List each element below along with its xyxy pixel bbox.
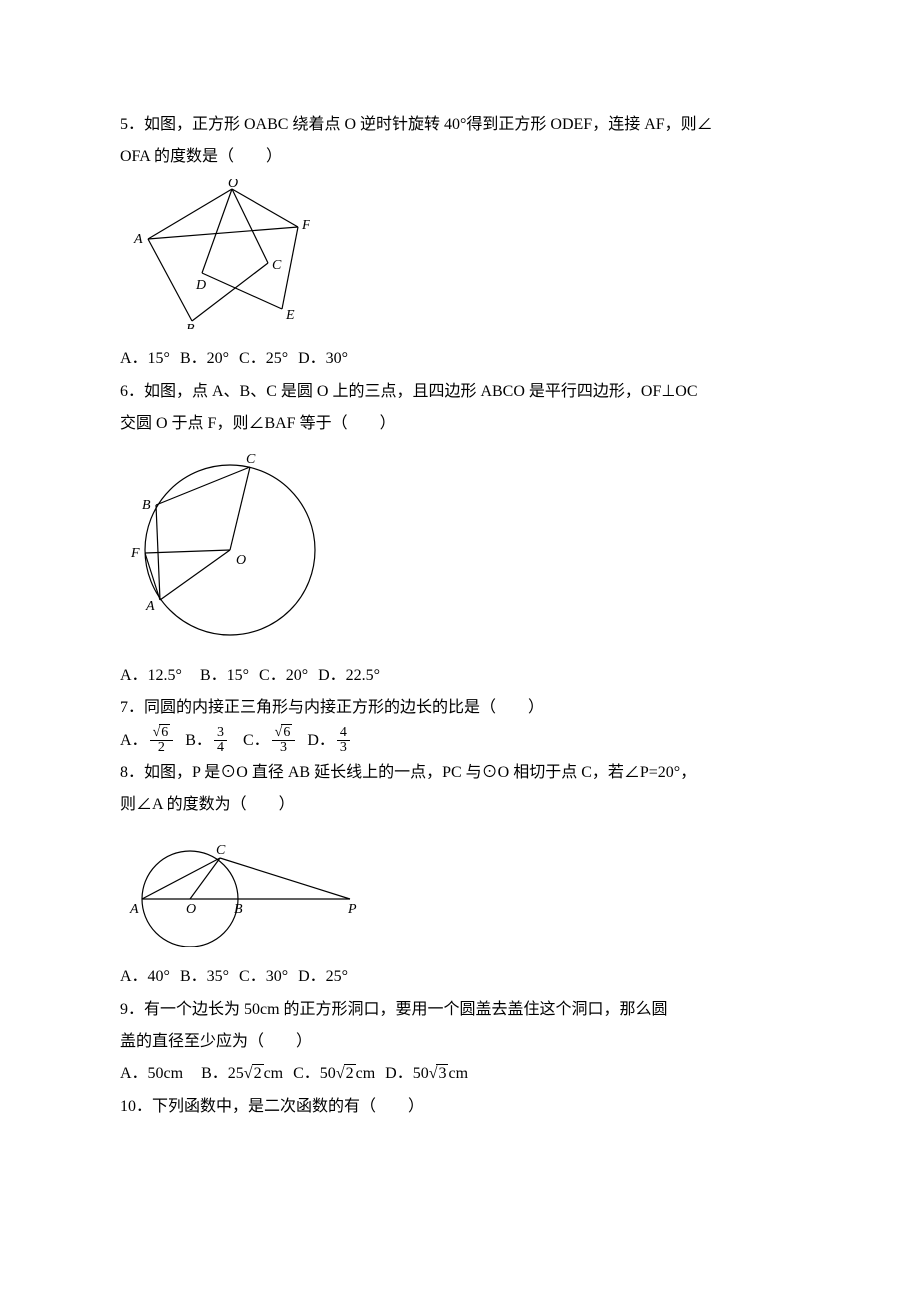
q6-options: A．12.5° B．15° C．20° D．22.5°	[120, 661, 800, 691]
q5-stem-line2: OFA 的度数是（ ）	[120, 142, 800, 172]
q7-stem: 7．同圆的内接正三角形与内接正方形的边长的比是（ ）	[120, 693, 800, 723]
svg-text:P: P	[347, 902, 357, 917]
svg-text:O: O	[186, 902, 196, 917]
q8-opt-d: D．25°	[298, 962, 348, 992]
q7-options: A．√62 B．34 C．√63 D．43	[120, 726, 800, 757]
q6-opt-c: C．20°	[259, 661, 308, 691]
q6-opt-a: A．12.5°	[120, 661, 182, 691]
svg-text:B: B	[186, 322, 195, 329]
q8-options: A．40° B．35° C．30° D．25°	[120, 962, 800, 992]
q7-opt-a: A．√62	[120, 726, 175, 757]
q9-opt-c: C．50√2cm	[293, 1059, 375, 1089]
q9-options: A．50cm B．25√2cm C．50√2cm D．50√3cm	[120, 1059, 800, 1089]
svg-text:B: B	[234, 902, 243, 917]
q7-opt-c-label: C．	[243, 732, 270, 749]
q8-opt-b: B．35°	[180, 962, 229, 992]
q9-opt-a: A．50cm	[120, 1059, 183, 1089]
svg-text:C: C	[272, 258, 282, 273]
svg-text:O: O	[236, 553, 246, 568]
q7-opt-b: B．34	[185, 726, 229, 757]
q5-stem-line1: 5．如图，正方形 OABC 绕着点 O 逆时针旋转 40°得到正方形 ODEF，…	[120, 110, 800, 140]
q5-opt-d: D．30°	[298, 344, 348, 374]
q5-opt-a: A．15°	[120, 344, 170, 374]
q7-opt-a-label: A．	[120, 732, 148, 749]
svg-text:C: C	[246, 452, 256, 467]
svg-text:B: B	[142, 498, 151, 513]
svg-text:A: A	[133, 232, 143, 247]
svg-text:A: A	[145, 599, 155, 614]
q6-figure: C B F A O	[120, 445, 800, 656]
q9-opt-d: D．50√3cm	[385, 1059, 468, 1089]
svg-text:C: C	[216, 843, 226, 858]
q6-stem-line2: 交圆 O 于点 F，则∠BAF 等于（ ）	[120, 409, 800, 439]
q9-opt-b: B．25√2cm	[201, 1059, 283, 1089]
q8-opt-c: C．30°	[239, 962, 288, 992]
svg-text:F: F	[301, 218, 310, 233]
q5-options: A．15° B．20° C．25° D．30°	[120, 344, 800, 374]
svg-text:F: F	[130, 546, 140, 561]
q9-stem-line2: 盖的直径至少应为（ ）	[120, 1027, 800, 1057]
exam-page: 5．如图，正方形 OABC 绕着点 O 逆时针旋转 40°得到正方形 ODEF，…	[0, 0, 920, 1302]
q6-opt-d: D．22.5°	[318, 661, 380, 691]
svg-text:E: E	[285, 308, 295, 323]
q5-figure: O A F D C B E	[120, 179, 800, 340]
q8-stem-line1: 8．如图，P 是⊙O 直径 AB 延长线上的一点，PC 与⊙O 相切于点 C，若…	[120, 758, 800, 788]
q8-opt-a: A．40°	[120, 962, 170, 992]
q8-figure: C A O B P	[120, 827, 800, 958]
q10-stem: 10．下列函数中，是二次函数的有（ ）	[120, 1092, 800, 1122]
svg-text:O: O	[228, 179, 238, 191]
q5-opt-b: B．20°	[180, 344, 229, 374]
q9-stem-line1: 9．有一个边长为 50cm 的正方形洞口，要用一个圆盖去盖住这个洞口，那么圆	[120, 995, 800, 1025]
svg-text:A: A	[129, 902, 139, 917]
q7-opt-c: C．√63	[243, 726, 297, 757]
q6-opt-b: B．15°	[200, 661, 249, 691]
q8-stem-line2: 则∠A 的度数为（ ）	[120, 790, 800, 820]
svg-text:D: D	[195, 278, 206, 293]
q5-opt-c: C．25°	[239, 344, 288, 374]
q7-opt-b-label: B．	[185, 732, 212, 749]
q7-opt-d-label: D．	[307, 732, 335, 749]
q6-stem-line1: 6．如图，点 A、B、C 是圆 O 上的三点，且四边形 ABCO 是平行四边形，…	[120, 377, 800, 407]
q7-opt-d: D．43	[307, 726, 352, 757]
